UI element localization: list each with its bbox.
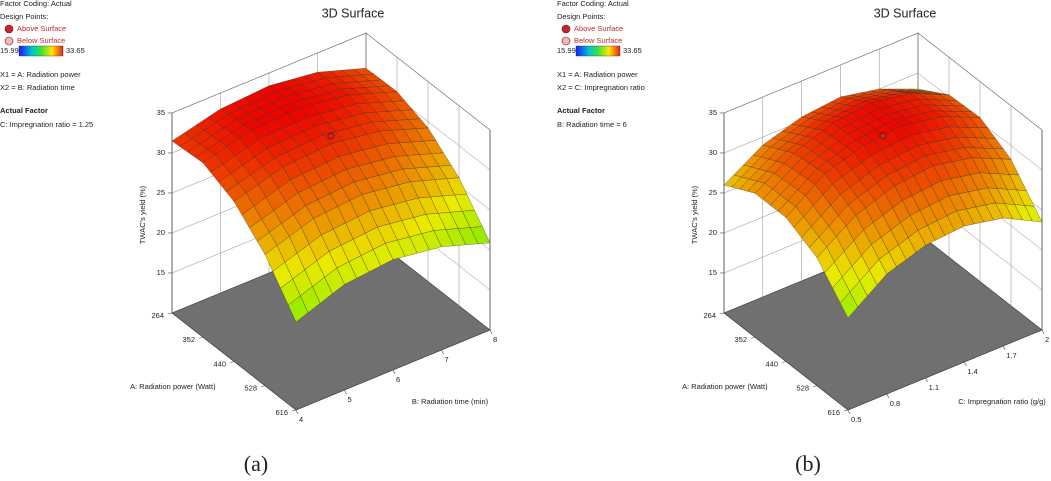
x-tick-label: 440 — [765, 359, 778, 368]
caption: (a) — [244, 451, 268, 476]
legend-marker — [4, 24, 14, 34]
factor: X2 = C: Impregnation ratio — [557, 83, 645, 92]
tick-mark — [441, 349, 444, 355]
x-tick-label: 264 — [703, 311, 716, 320]
tick-mark — [925, 377, 928, 383]
x-tick-label: 352 — [734, 335, 747, 344]
tick-mark — [843, 409, 849, 412]
y-tick-label: 0.8 — [890, 399, 900, 408]
factor: X1 = A: Radiation power — [557, 70, 638, 79]
tick-mark — [392, 369, 396, 375]
x-axis-label: A: Radiation power (Watt) — [682, 382, 768, 391]
tick-mark — [198, 336, 204, 339]
y-tick-label: 4 — [299, 415, 303, 424]
tick-mark — [847, 409, 851, 415]
z-axis-label: TWAC's yield (%) — [138, 185, 147, 244]
legend-label: Above Surface — [574, 24, 623, 33]
caption: (b) — [795, 451, 821, 476]
colorbar — [575, 45, 621, 57]
legend-label: Below Surface — [17, 36, 65, 45]
box-edge — [171, 113, 491, 411]
y-tick-label: 1.4 — [967, 367, 977, 376]
tick-mark — [750, 336, 756, 339]
box-edge — [723, 113, 1043, 411]
z-axis-label: TWAC's yield (%) — [690, 185, 699, 244]
tick-mark — [344, 389, 347, 395]
actual-factor: C: Impregnation ratio = 1.25 — [0, 120, 93, 129]
actual-factor-title: Actual Factor — [0, 106, 48, 115]
colorbar-min: 15.99 — [557, 46, 576, 55]
tick-mark — [1041, 329, 1045, 335]
y-tick-label: 7 — [445, 355, 449, 364]
factor-coding: Factor Coding: Actual — [557, 0, 629, 8]
legend-label: Below Surface — [574, 36, 622, 45]
y-tick-label: 8 — [493, 335, 497, 344]
x-tick-label: 440 — [213, 359, 226, 368]
x-axis-label: A: Radiation power (Watt) — [130, 382, 216, 391]
factor-coding: Factor Coding: Actual — [0, 0, 72, 8]
tick-mark — [886, 393, 890, 399]
tick-mark — [489, 329, 493, 335]
y-tick-label: 0.5 — [851, 415, 861, 424]
z-tick-label: 15 — [157, 268, 165, 277]
actual-factor-title: Actual Factor — [557, 106, 605, 115]
y-tick-label: 1.7 — [1006, 351, 1016, 360]
z-tick-label: 35 — [709, 108, 717, 117]
colorbar — [18, 45, 64, 57]
x-tick-label: 616 — [827, 408, 840, 417]
legend-marker — [561, 24, 571, 34]
z-tick-label: 25 — [709, 188, 717, 197]
tick-mark — [229, 361, 235, 363]
x-tick-label: 264 — [151, 311, 164, 320]
surface-patch — [288, 295, 309, 323]
colorbar-max: 33.65 — [623, 46, 642, 55]
tick-mark — [1002, 345, 1006, 351]
tick-mark — [167, 312, 173, 315]
colorbar-max: 33.65 — [66, 46, 85, 55]
legend-marker — [561, 36, 571, 46]
tick-mark — [719, 312, 725, 315]
z-tick-label: 30 — [709, 148, 717, 157]
y-axis-label: B: Radiation time (min) — [412, 397, 489, 406]
tick-mark — [260, 385, 266, 388]
actual-factor: B: Radiation time = 6 — [557, 120, 627, 129]
chart-title: 3D Surface — [874, 6, 937, 20]
factor: X2 = B: Radiation time — [0, 83, 75, 92]
tick-mark — [781, 361, 787, 363]
y-tick-label: 1.1 — [929, 383, 939, 392]
tick-mark — [812, 385, 818, 388]
surface-patch — [840, 291, 858, 319]
x-tick-label: 528 — [796, 384, 809, 393]
design-points-label: Design Points: — [557, 12, 605, 21]
factor: X1 = A: Radiation power — [0, 70, 81, 79]
y-tick-label: 2 — [1045, 335, 1049, 344]
tick-mark — [964, 361, 967, 367]
z-tick-label: 20 — [709, 228, 717, 237]
z-tick-label: 35 — [157, 108, 165, 117]
y-axis-label: C: Impregnation ratio (g/g) — [958, 397, 1046, 406]
legend-label: Above Surface — [17, 24, 66, 33]
z-tick-label: 25 — [157, 188, 165, 197]
x-tick-label: 616 — [275, 408, 288, 417]
legend-marker — [4, 36, 14, 46]
colorbar-min: 15.99 — [0, 46, 19, 55]
y-tick-label: 5 — [348, 395, 352, 404]
y-tick-label: 6 — [396, 375, 400, 384]
design-point — [879, 132, 887, 140]
z-tick-label: 20 — [157, 228, 165, 237]
x-tick-label: 352 — [182, 335, 195, 344]
z-tick-label: 15 — [709, 268, 717, 277]
tick-mark — [295, 409, 299, 415]
tick-mark — [291, 409, 297, 412]
chart-title: 3D Surface — [322, 6, 385, 20]
z-tick-label: 30 — [157, 148, 165, 157]
design-point — [327, 132, 335, 140]
design-points-label: Design Points: — [0, 12, 48, 21]
x-tick-label: 528 — [244, 384, 257, 393]
